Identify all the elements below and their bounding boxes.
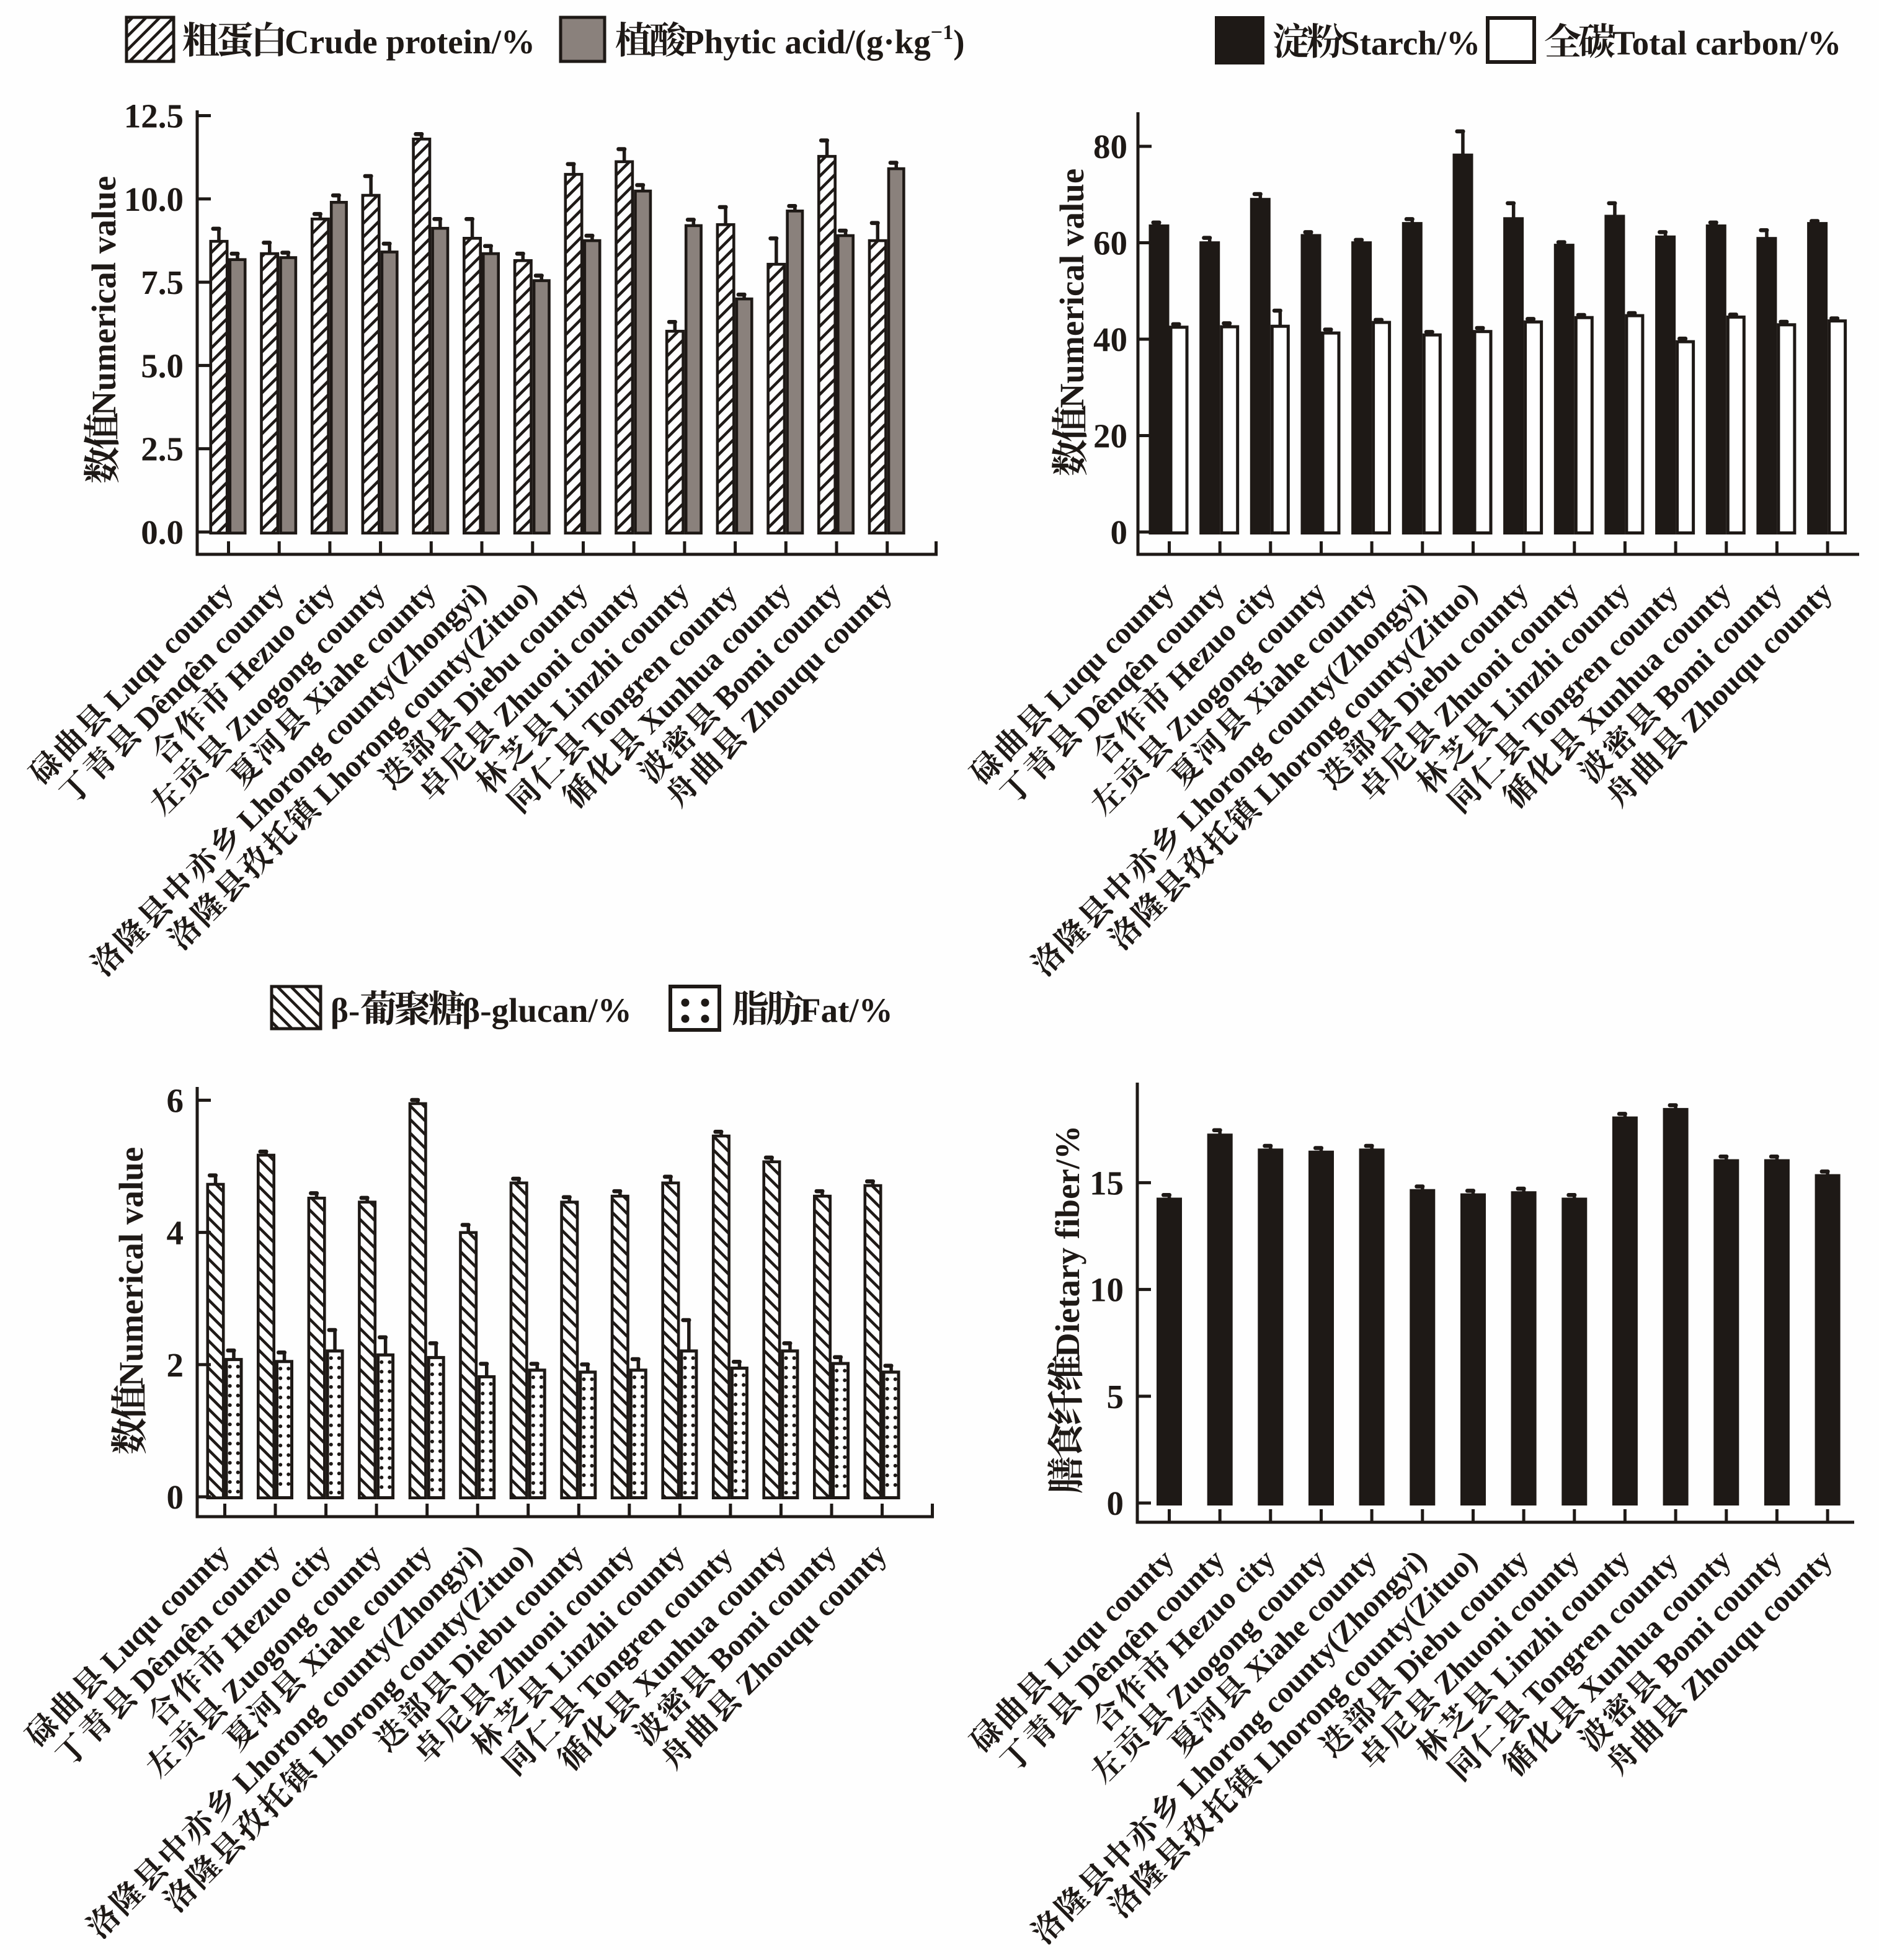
svg-text:Phytic acid/(g·kg: Phytic acid/(g·kg [683,23,931,61]
svg-text:Crude protein/%: Crude protein/% [285,23,535,61]
svg-text:0: 0 [167,1478,184,1516]
svg-text:Numerical value: Numerical value [112,1147,150,1386]
svg-text:4: 4 [167,1214,184,1252]
svg-text:2.5: 2.5 [141,430,184,468]
svg-text:7.5: 7.5 [141,264,184,301]
svg-text:): ) [953,23,964,61]
svg-text:Total carbon/%: Total carbon/% [1612,24,1841,62]
svg-text:0: 0 [1111,513,1128,551]
svg-text:Numerical value: Numerical value [85,176,123,415]
svg-text:0.0: 0.0 [141,513,184,551]
svg-text:10: 10 [1090,1271,1124,1309]
svg-text:6: 6 [167,1081,184,1119]
svg-text:60: 60 [1093,224,1127,262]
svg-text:15: 15 [1090,1164,1124,1202]
svg-text:Starch/%: Starch/% [1341,24,1480,62]
svg-text:β-: β- [331,991,360,1029]
svg-text:5: 5 [1107,1378,1124,1416]
svg-text:Numerical value: Numerical value [1053,169,1091,408]
svg-text:10.0: 10.0 [124,180,184,218]
svg-text:β-glucan/%: β-glucan/% [462,991,631,1029]
svg-text:40: 40 [1093,321,1127,358]
svg-text:80: 80 [1093,128,1127,166]
svg-text:5.0: 5.0 [141,347,184,384]
svg-text:12.5: 12.5 [124,97,184,135]
svg-text:0: 0 [1107,1484,1124,1522]
svg-text:Dietary fiber/%: Dietary fiber/% [1049,1125,1086,1357]
svg-text:20: 20 [1093,417,1127,455]
svg-text:Fat/%: Fat/% [800,991,893,1029]
svg-text:−1: −1 [931,21,953,44]
svg-text:2: 2 [167,1346,184,1384]
